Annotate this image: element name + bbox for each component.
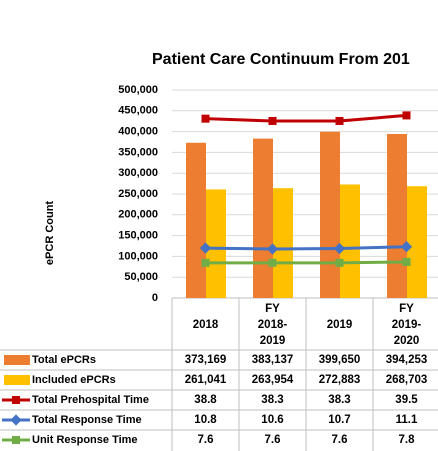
table-value: 263,954 [251,374,294,386]
table-value: 10.8 [194,414,217,426]
legend-label: Total ePCRs [32,354,96,366]
y-tick-label: 350,000 [118,146,158,158]
y-tick-label: 450,000 [118,105,158,117]
y-tick-label: 300,000 [118,167,158,179]
marker [201,114,210,123]
table-value: 10.7 [328,414,351,426]
table-value: 38.8 [194,394,217,406]
marker [335,258,344,267]
marker [333,242,346,255]
marker [201,258,210,267]
legend-key [12,436,20,444]
legend-label: Total Prehospital Time [32,394,149,406]
table-value: 7.6 [264,434,281,446]
table-value: 399,650 [318,354,361,366]
x-tick-label: FY 2019-2020 [391,303,422,347]
marker [402,257,411,266]
bar [387,133,407,298]
bar [186,142,206,298]
table-value: 11.1 [395,414,418,426]
legend-label: Unit Response Time [32,434,138,446]
bar [340,184,360,298]
legend-label: Included ePCRs [32,374,116,386]
table-value: 383,137 [251,354,294,366]
legend-key [10,414,22,426]
marker [400,241,413,253]
marker [268,258,277,267]
x-tick-label: 2018 [192,319,219,331]
table-value: 394,253 [385,354,428,366]
x-tick-label: FY 2018-2019 [257,303,288,347]
marker [199,242,212,254]
marker [266,243,279,255]
y-tick-label: 150,000 [118,230,158,242]
x-tick-label: 2019 [326,319,353,331]
table-value: 7.8 [398,434,415,446]
y-tick-label: 0 [152,292,158,304]
y-tick-label: 400,000 [118,126,158,138]
table-value: 7.6 [197,434,214,446]
table-value: 261,041 [184,374,227,386]
line [205,260,407,265]
table-value: 39.5 [395,394,418,406]
marker [402,111,411,120]
line [205,113,407,123]
table-value: 38.3 [261,394,284,406]
table-value: 373,169 [184,354,227,366]
chart-title: Patient Care Continuum From 201 [152,51,410,68]
table-value: 38.3 [328,394,351,406]
bar [407,186,427,298]
bar [320,131,340,298]
marker [268,116,277,125]
bar [206,189,226,298]
y-tick-label: 250,000 [118,188,158,200]
bar [253,138,273,298]
y-axis-title: ePCR Count [44,201,56,266]
bar [273,188,293,298]
marker [335,116,344,125]
legend-key [12,396,20,404]
table-value: 7.6 [331,434,348,446]
y-tick-label: 200,000 [118,209,158,221]
table-value: 10.6 [261,414,284,426]
table-value: 272,883 [318,374,361,386]
legend-key [4,355,30,365]
legend-label: Total Response Time [32,414,142,426]
y-tick-label: 50,000 [124,271,158,283]
y-tick-label: 500,000 [118,84,158,96]
table-value: 268,703 [385,374,428,386]
legend-key [4,375,30,385]
line [205,245,407,251]
y-tick-label: 100,000 [118,250,158,262]
